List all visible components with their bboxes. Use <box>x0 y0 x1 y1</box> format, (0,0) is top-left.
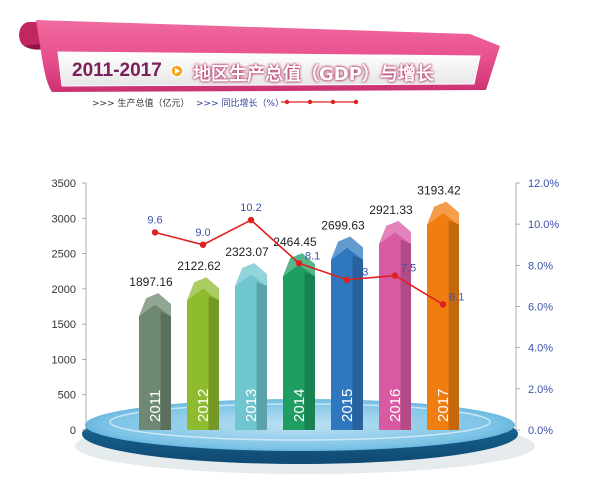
legend-bar-label: >>> 生产总值（亿元） <box>92 99 190 109</box>
bar-value-label: 2323.07 <box>225 245 269 259</box>
bar-side <box>352 255 363 430</box>
growth-point <box>391 272 399 279</box>
growth-point <box>439 301 447 308</box>
bar-side <box>208 296 219 430</box>
growth-value-label: 10.2 <box>240 202 261 214</box>
bar-cap <box>139 293 171 317</box>
bar-2012: 2012 2122.62 <box>177 259 221 430</box>
bar-cap <box>331 236 363 260</box>
left-tick-label: 3000 <box>52 213 76 225</box>
bar-2015: 2015 2699.63 <box>321 218 365 430</box>
growth-point <box>199 241 207 248</box>
bar-value-label: 1897.16 <box>129 275 173 289</box>
bar-2016: 2016 2921.33 <box>369 203 413 430</box>
legend-line-label: >>> 同比增长（%） <box>196 99 285 109</box>
bar-year-label: 2017 <box>435 389 452 422</box>
bar-year-label: 2016 <box>387 389 404 422</box>
growth-value-label: 9.0 <box>195 227 210 239</box>
right-tick-label: 8.0% <box>528 260 553 272</box>
title-plaque <box>57 51 481 87</box>
growth-point <box>247 216 255 224</box>
left-tick-label: 500 <box>58 390 76 402</box>
left-tick-label: 1000 <box>52 354 76 366</box>
right-tick-label: 4.0% <box>528 343 553 355</box>
left-tick-label: 0 <box>70 425 76 437</box>
bar-cap <box>379 220 411 244</box>
bar-year-label: 2015 <box>339 389 356 422</box>
ribbon-curl <box>19 22 40 46</box>
bar-side <box>160 312 171 430</box>
bar-year-label: 2013 <box>243 389 260 422</box>
left-tick-label: 2500 <box>52 249 76 261</box>
right-tick-label: 6.0% <box>528 302 553 314</box>
growth-point <box>343 276 351 283</box>
right-tick-label: 0.0% <box>528 425 553 437</box>
growth-point <box>151 229 159 236</box>
bar-value-label: 2699.63 <box>321 218 365 232</box>
growth-point <box>295 260 303 267</box>
right-tick-label: 10.0% <box>528 219 559 231</box>
title-years: 2011-2017 <box>72 60 162 81</box>
bar-cap <box>283 253 315 277</box>
bar-cap <box>187 277 219 301</box>
header-banner <box>19 20 500 105</box>
right-tick-label: 12.0% <box>528 178 559 190</box>
growth-value-label: 8.1 <box>305 250 320 262</box>
bar-2011: 2011 1897.16 <box>129 275 173 430</box>
bar-side <box>400 239 411 430</box>
bar-value-label: 2122.62 <box>177 259 221 273</box>
bar-side <box>304 272 315 430</box>
right-tick-label: 2.0% <box>528 384 553 396</box>
bar-year-label: 2012 <box>195 389 212 422</box>
growth-value-label: 7.3 <box>353 267 368 279</box>
bar-2013: 2013 2323.07 <box>225 245 269 430</box>
bar-cap <box>427 201 459 225</box>
growth-value-label: 7.5 <box>401 263 416 275</box>
title-main: 地区生产总值（GDP）与增长 <box>193 64 434 85</box>
growth-value-label: 9.6 <box>147 214 162 226</box>
bar-year-label: 2011 <box>147 390 164 422</box>
bar-2014: 2014 2464.45 <box>273 235 317 430</box>
growth-value-label: 6.1 <box>449 291 464 303</box>
bar-year-label: 2014 <box>291 389 308 422</box>
bar-cap <box>235 263 267 287</box>
bar-side <box>256 282 267 430</box>
left-tick-label: 1500 <box>52 319 76 331</box>
bar-value-label: 3193.42 <box>417 184 461 198</box>
bar-value-label: 2921.33 <box>369 203 413 217</box>
bar-value-label: 2464.45 <box>273 235 317 249</box>
left-tick-label: 2000 <box>52 284 76 296</box>
bar-2017: 2017 3193.42 <box>417 184 461 430</box>
bar-side <box>448 220 459 430</box>
left-tick-label: 3500 <box>52 178 76 190</box>
